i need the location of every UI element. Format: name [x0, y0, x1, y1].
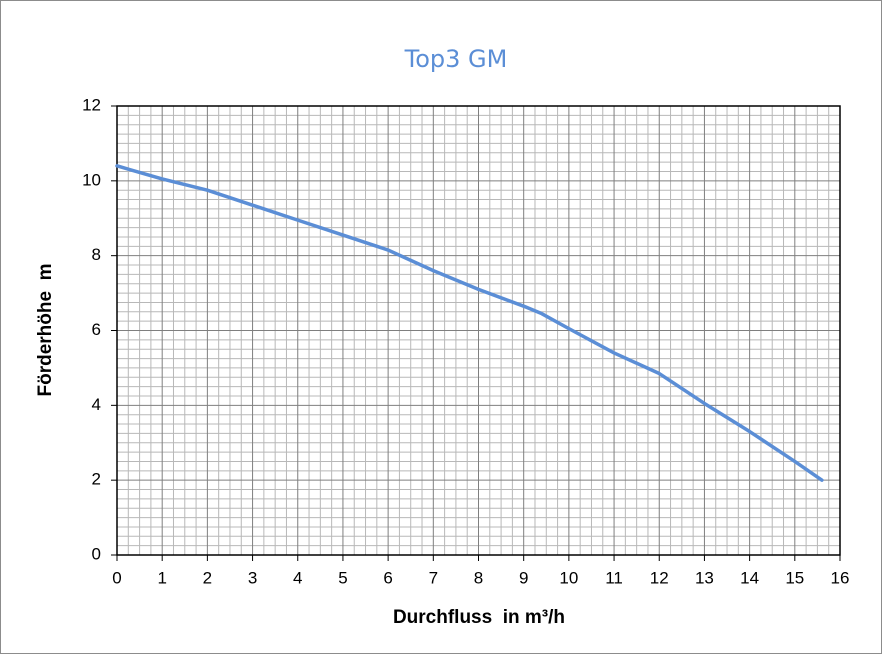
- data-line: [115, 164, 824, 482]
- x-tick-label: 12: [650, 568, 669, 587]
- y-tick-label: 6: [92, 320, 101, 339]
- x-tick-label: 15: [785, 568, 804, 587]
- x-tick-label: 11: [605, 568, 623, 587]
- y-tick-label: 12: [82, 95, 101, 114]
- x-tick-label: 4: [293, 568, 302, 587]
- x-tick-label: 0: [112, 568, 121, 587]
- x-tick-label: 1: [157, 568, 166, 587]
- x-tick-label: 6: [383, 568, 392, 587]
- y-tick-label: 10: [82, 170, 101, 189]
- y-tick-label: 0: [92, 544, 101, 563]
- x-tick-label: 13: [695, 568, 714, 587]
- y-axis-title: Förderhöhe m: [35, 263, 56, 396]
- x-axis-title: Durchfluss in m³/h: [393, 607, 565, 628]
- x-tick-label: 14: [740, 568, 759, 587]
- chart-title: Top3 GM: [404, 45, 508, 73]
- x-tick-label: 10: [559, 568, 578, 587]
- x-tick-label: 3: [248, 568, 257, 587]
- x-tick-label: 5: [338, 568, 347, 587]
- x-tick-label: 7: [429, 568, 438, 587]
- x-tick-label: 8: [474, 568, 483, 587]
- x-tick-label: 2: [203, 568, 212, 587]
- x-tick-label: 16: [831, 568, 850, 587]
- y-tick-label: 8: [92, 245, 101, 264]
- y-tick-label: 2: [92, 470, 101, 489]
- x-tick-label: 9: [519, 568, 528, 587]
- plot-frame: [116, 105, 841, 556]
- y-tick-label: 4: [92, 395, 101, 414]
